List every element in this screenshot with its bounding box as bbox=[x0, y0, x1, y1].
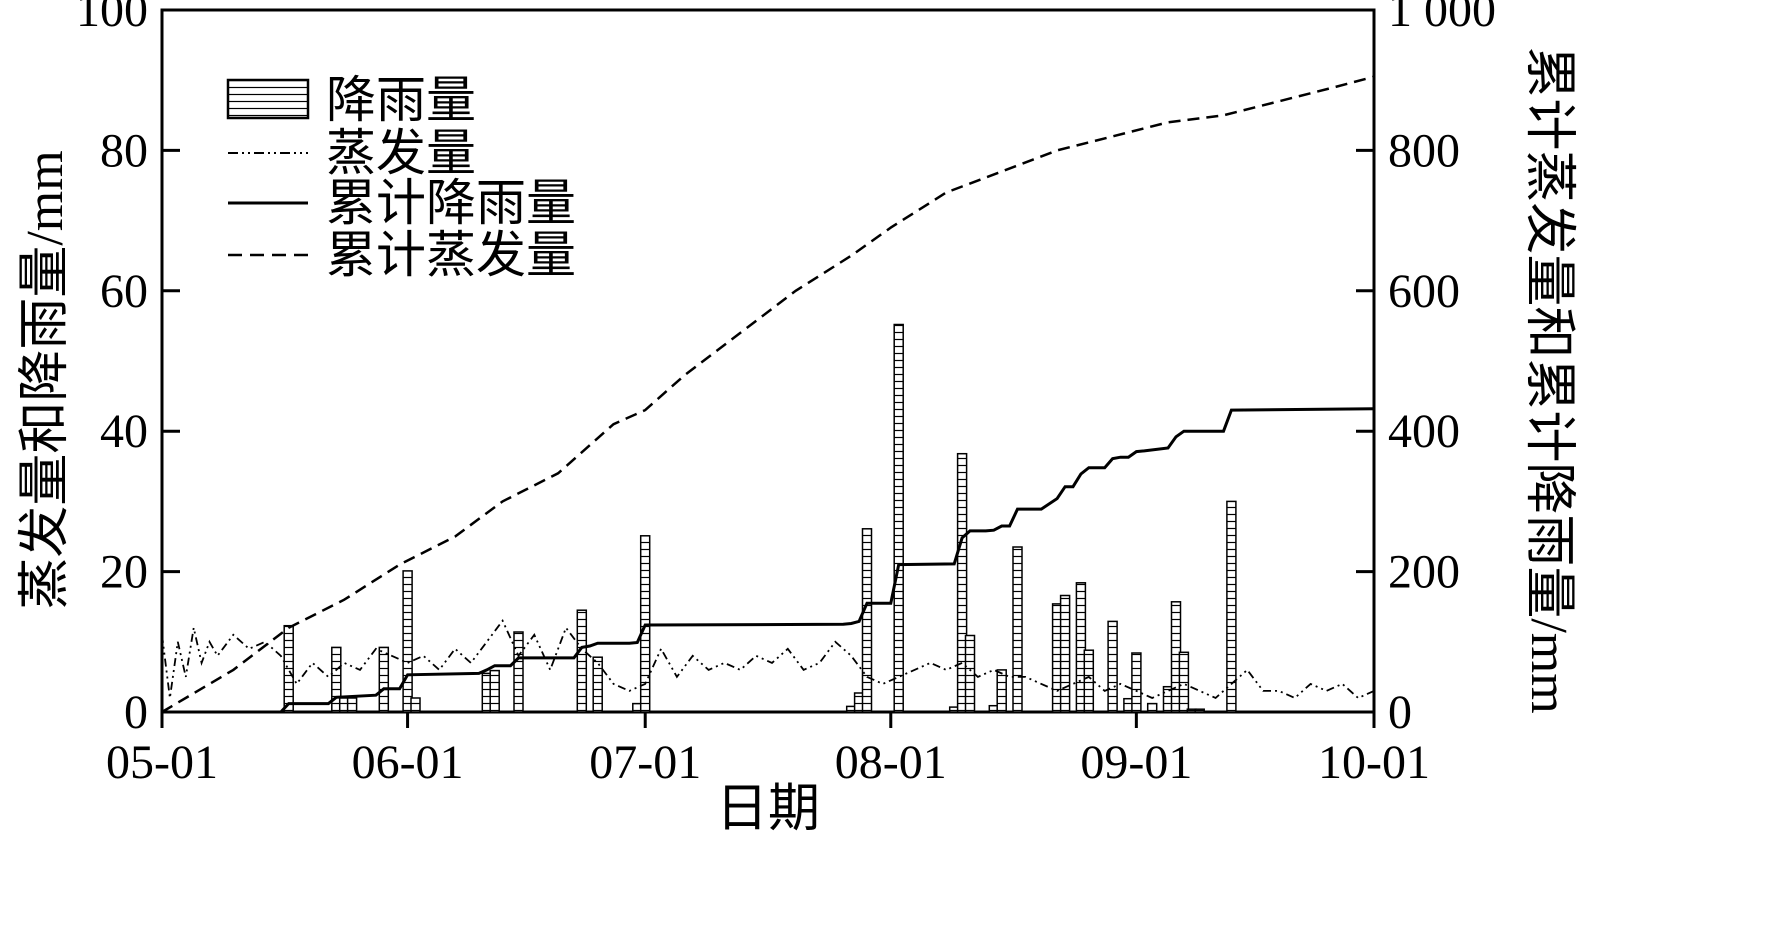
y-tick-label-right: 200 bbox=[1388, 546, 1460, 599]
evaporation-line bbox=[161, 618, 1375, 700]
rainfall-bar bbox=[861, 528, 873, 713]
legend-label-evaporation: 蒸发量 bbox=[326, 125, 476, 181]
rainfall-bars bbox=[283, 323, 1237, 713]
rainfall-bar bbox=[346, 697, 358, 713]
plot-frame bbox=[160, 8, 1376, 714]
rainfall-bar bbox=[1083, 649, 1095, 713]
x-tick-label: 09-01 bbox=[1080, 736, 1192, 789]
y-tick-label-left: 100 bbox=[76, 0, 148, 37]
x-tick-label: 08-01 bbox=[835, 736, 947, 789]
rainfall-bar bbox=[1194, 708, 1205, 713]
rainfall-bar bbox=[893, 323, 904, 713]
series-lines bbox=[161, 75, 1375, 714]
legend-label-rainfall: 降雨量 bbox=[326, 72, 476, 128]
rainfall-bar bbox=[1178, 651, 1190, 713]
y-tick-label-right: 1 000 bbox=[1388, 0, 1496, 37]
rainfall-bar bbox=[1226, 500, 1237, 713]
rainfall-bar bbox=[402, 570, 413, 713]
y-tick-label-right: 600 bbox=[1388, 265, 1460, 318]
rainfall-bar bbox=[996, 669, 1007, 713]
rainfall-bar bbox=[1146, 702, 1158, 713]
rainfall-bar bbox=[1059, 594, 1071, 713]
y-tick-label-left: 0 bbox=[124, 686, 148, 739]
y-tick-label-right: 400 bbox=[1388, 405, 1460, 458]
legend-label-cum-rainfall: 累计降雨量 bbox=[326, 175, 576, 231]
y-tick-label-right: 0 bbox=[1388, 686, 1412, 739]
rainfall-bar bbox=[576, 609, 588, 713]
y-tick-label-left: 80 bbox=[100, 124, 148, 177]
rainfall-bar bbox=[410, 697, 421, 713]
rainfall-bar bbox=[1012, 546, 1023, 713]
rainfall-bar bbox=[378, 646, 390, 713]
x-tick-label: 07-01 bbox=[589, 736, 701, 789]
axis-ticks bbox=[160, 8, 1376, 728]
rainfall-bar bbox=[1107, 620, 1118, 713]
legend-rain-swatch bbox=[226, 78, 310, 120]
rainfall-bar bbox=[1131, 652, 1142, 713]
rainfall-bar bbox=[956, 452, 968, 713]
y-axis-title-left: 蒸发量和降雨量/mm bbox=[17, 150, 74, 609]
legend: 降雨量 蒸发量 累计降雨量 累计蒸发量 bbox=[226, 72, 576, 283]
rainfall-bar bbox=[964, 634, 976, 713]
rainfall-bar bbox=[489, 669, 500, 713]
x-tick-label: 05-01 bbox=[106, 736, 218, 789]
rainfall-bar bbox=[331, 646, 342, 713]
legend-label-cum-evaporation: 累计蒸发量 bbox=[326, 227, 576, 283]
rainfall-bar bbox=[592, 656, 603, 713]
y-tick-label-left: 20 bbox=[100, 546, 148, 599]
y-tick-label-left: 60 bbox=[100, 265, 148, 318]
y-tick-label-left: 40 bbox=[100, 405, 148, 458]
x-axis-title: 日期 bbox=[716, 781, 820, 838]
cumulative-rainfall-line bbox=[162, 407, 1375, 714]
x-tick-label: 10-01 bbox=[1318, 736, 1430, 789]
rainfall-bar bbox=[283, 624, 294, 713]
x-tick-label: 06-01 bbox=[352, 736, 464, 789]
cumulative-evaporation-line bbox=[161, 75, 1375, 714]
y-axis-title-right: 累计蒸发量和累计降雨量/mm bbox=[1520, 46, 1577, 713]
rainfall-bar bbox=[513, 631, 524, 713]
y-tick-label-right: 800 bbox=[1388, 124, 1460, 177]
rainfall-bar bbox=[1075, 582, 1087, 713]
